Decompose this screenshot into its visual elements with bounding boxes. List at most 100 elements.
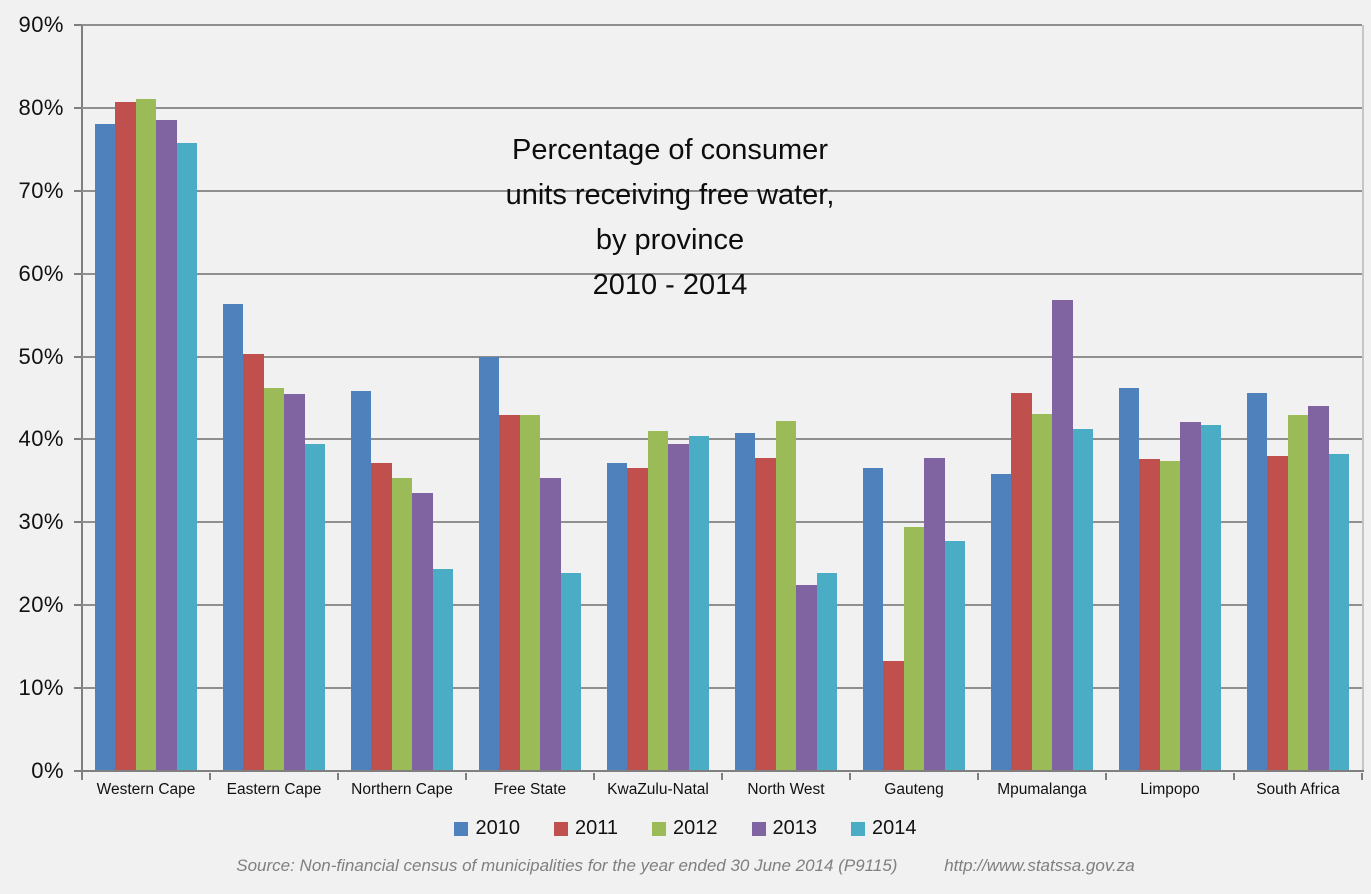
y-axis-tick xyxy=(74,604,82,607)
y-axis-tick xyxy=(74,521,82,524)
x-axis-tick xyxy=(1233,773,1235,780)
bar-2012-kwazulu-natal xyxy=(647,431,669,771)
legend-item-2014: 2014 xyxy=(851,817,917,840)
bar-groups xyxy=(82,25,1362,771)
bar-2011-western-cape xyxy=(115,102,136,771)
bar-2012-western-cape xyxy=(135,98,157,771)
x-axis-label-gauteng: Gauteng xyxy=(884,781,944,798)
x-axis-tick xyxy=(1105,773,1107,780)
bar-2012-mpumalanga xyxy=(1031,413,1053,771)
bar-2010-kwazulu-natal xyxy=(606,463,628,771)
y-axis-tick xyxy=(74,189,82,192)
y-axis-tick-label: 0% xyxy=(31,758,64,783)
bar-2013-kwazulu-natal xyxy=(668,444,689,771)
x-axis-line xyxy=(74,770,1364,772)
bar-group-north-west xyxy=(722,25,850,771)
bar-2010-northern-cape xyxy=(350,390,372,771)
bar-2011-gauteng xyxy=(883,660,904,771)
legend-swatch-icon xyxy=(751,821,766,836)
bar-2010-free-state xyxy=(478,356,500,771)
bar-2011-free-state xyxy=(499,415,520,771)
x-axis-tick xyxy=(977,773,979,780)
bar-2011-south-africa xyxy=(1267,456,1288,771)
x-axis-label-limpopo: Limpopo xyxy=(1140,781,1200,798)
bar-group-south-africa xyxy=(1234,25,1362,771)
bar-2012-north-west xyxy=(775,421,797,771)
x-axis-tick xyxy=(209,773,211,780)
x-axis-tick xyxy=(81,773,83,780)
chart-title-line: 2010 - 2014 xyxy=(592,269,748,301)
bar-group-limpopo xyxy=(1106,25,1234,771)
bar-2010-south-africa xyxy=(1246,393,1268,771)
x-axis-labels: Western Cape Eastern Cape Northern Cape Fre… xyxy=(82,781,1362,799)
gridline xyxy=(82,355,1362,358)
legend-item-2010: 2010 xyxy=(454,817,520,840)
y-axis-tick xyxy=(74,106,82,109)
y-axis-tick-label: 50% xyxy=(18,343,64,369)
bar-2011-mpumalanga xyxy=(1011,393,1032,771)
bar-2014-limpopo xyxy=(1200,425,1222,771)
bar-group-kwazulu-natal xyxy=(594,25,722,771)
bar-2013-mpumalanga xyxy=(1052,300,1073,771)
bar-2013-western-cape xyxy=(156,119,177,771)
bar-2014-western-cape xyxy=(176,142,198,771)
bar-2012-eastern-cape xyxy=(263,388,285,771)
chart-title-line: units receiving free water, xyxy=(505,179,835,211)
x-axis-label-northern-cape: Northern Cape xyxy=(351,781,453,798)
gridline xyxy=(82,24,1362,26)
y-axis-tick xyxy=(74,687,82,690)
bar-2014-mpumalanga xyxy=(1072,428,1094,771)
legend-label: 2013 xyxy=(772,817,818,839)
bar-group-mpumalanga xyxy=(978,25,1106,771)
bar-2011-eastern-cape xyxy=(243,354,264,771)
bar-2013-eastern-cape xyxy=(284,393,305,771)
legend-swatch-icon xyxy=(652,821,666,836)
source-line: Source: Non-financial census of municipa… xyxy=(0,856,1371,876)
bar-2014-eastern-cape xyxy=(304,443,326,771)
bar-2013-gauteng xyxy=(924,457,945,771)
x-axis-label-kwazulu-natal: KwaZulu-Natal xyxy=(607,781,709,798)
legend-item-2012: 2012 xyxy=(652,817,718,840)
x-axis-tick xyxy=(721,773,723,780)
y-axis-tick-label: 40% xyxy=(18,426,64,452)
bar-2011-northern-cape xyxy=(371,462,392,771)
bar-2013-limpopo xyxy=(1180,422,1201,771)
bar-2010-limpopo xyxy=(1118,388,1140,771)
gridline xyxy=(82,604,1362,607)
x-axis-tick xyxy=(593,773,595,780)
bar-2014-kwazulu-natal xyxy=(688,436,710,771)
bar-2014-gauteng xyxy=(944,541,966,771)
bar-2010-north-west xyxy=(734,432,756,771)
bar-2014-free-state xyxy=(560,572,582,771)
bar-2010-eastern-cape xyxy=(222,303,244,771)
bar-2012-south-africa xyxy=(1287,415,1309,771)
legend-item-2013: 2013 xyxy=(751,817,818,840)
bar-2013-northern-cape xyxy=(412,493,433,771)
y-axis-tick xyxy=(74,24,82,26)
bar-2011-limpopo xyxy=(1139,458,1160,771)
y-axis-tick-label: 90% xyxy=(18,12,64,37)
bar-2011-kwazulu-natal xyxy=(627,468,648,771)
gridline xyxy=(82,438,1362,441)
gridline xyxy=(82,687,1362,690)
bar-2012-limpopo xyxy=(1159,461,1181,771)
bar-group-gauteng xyxy=(850,25,978,771)
gridline xyxy=(82,189,1362,192)
x-axis-tick xyxy=(849,773,851,780)
bar-2014-northern-cape xyxy=(432,568,454,771)
gridline xyxy=(82,272,1362,275)
x-axis-label-free-state: Free State xyxy=(493,781,567,798)
y-axis-labels: 0% 10% 20% 30% 40% 50% 60% 70% 80% 90% xyxy=(0,12,64,783)
legend-label: 2011 xyxy=(574,817,618,839)
y-axis-tick xyxy=(74,438,82,441)
bar-group-western-cape xyxy=(82,25,210,771)
x-axis-tick xyxy=(337,773,339,780)
legend-swatch-icon xyxy=(851,821,865,836)
bar-2010-western-cape xyxy=(94,124,116,771)
gridline xyxy=(82,106,1362,109)
bar-2010-gauteng xyxy=(862,468,884,771)
x-axis-label-eastern-cape: Eastern Cape xyxy=(226,781,322,798)
x-axis-label-north-west: North West xyxy=(747,781,825,798)
legend-item-2011: 2011 xyxy=(553,817,618,840)
